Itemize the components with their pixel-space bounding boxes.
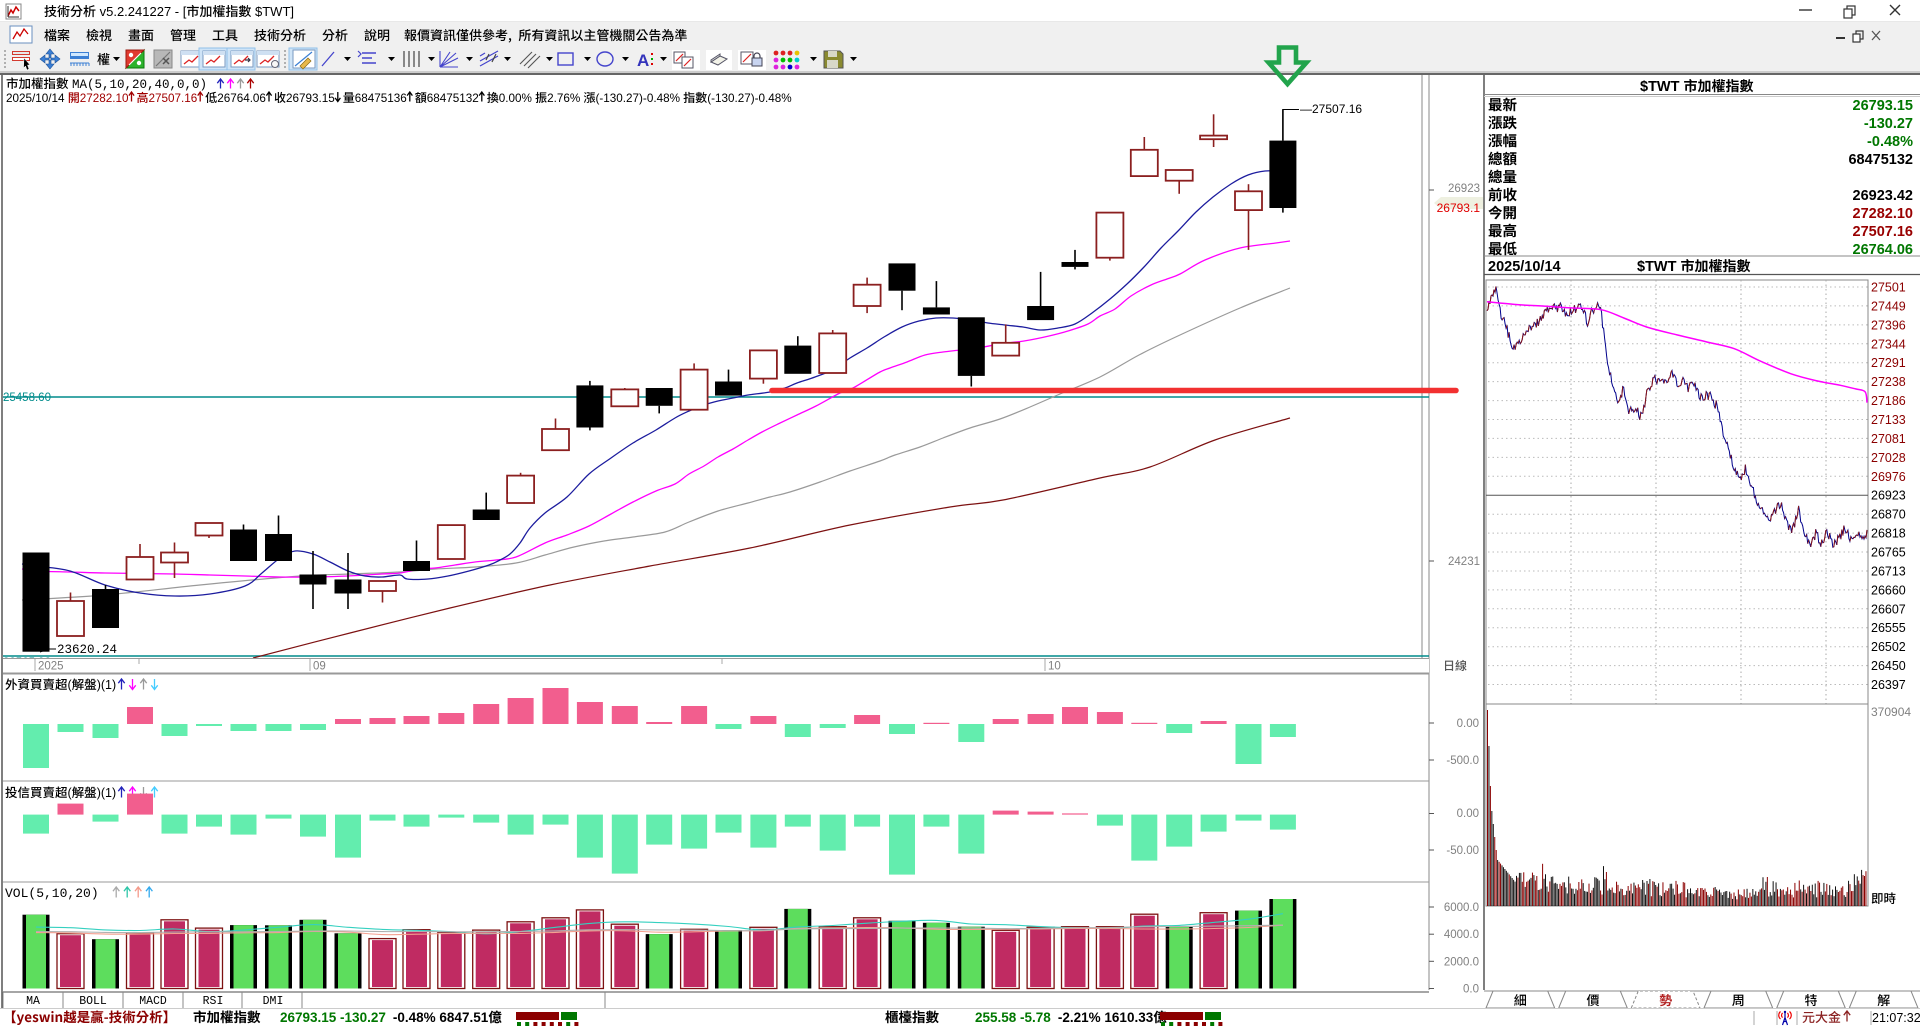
svg-text:27507.16: 27507.16 <box>149 92 198 105</box>
svg-text:27238: 27238 <box>1871 375 1906 389</box>
svg-text:27282.10: 27282.10 <box>80 92 129 105</box>
svg-text:24231: 24231 <box>1448 556 1480 568</box>
svg-text:26502: 26502 <box>1871 640 1906 654</box>
svg-text:26397: 26397 <box>1871 678 1906 692</box>
svg-text:2025: 2025 <box>38 661 64 673</box>
svg-text:BOLL: BOLL <box>79 995 107 1008</box>
svg-text:10: 10 <box>1048 661 1061 673</box>
svg-text:$TWT]: $TWT] <box>251 4 294 19</box>
svg-text:27501: 27501 <box>1871 281 1906 295</box>
svg-text:—27507.16: —27507.16 <box>1300 102 1362 116</box>
svg-text:DMI: DMI <box>263 995 284 1008</box>
svg-text:27282.10: 27282.10 <box>1853 206 1913 222</box>
svg-text:26870: 26870 <box>1871 508 1906 522</box>
svg-text:2.76%: 2.76% <box>547 92 583 105</box>
svg-text:26793.15: 26793.15 <box>286 92 335 105</box>
svg-text:68475132: 68475132 <box>1848 152 1913 168</box>
svg-text:)(1): )(1) <box>97 678 120 692</box>
svg-text:(-130.27)-0.48%: (-130.27)-0.48% <box>707 92 791 105</box>
svg-text:27028: 27028 <box>1871 451 1906 465</box>
svg-text:25458.60: 25458.60 <box>3 392 51 404</box>
svg-text:-0.48% 6847.51: -0.48% 6847.51 <box>393 1010 489 1025</box>
svg-text:26765: 26765 <box>1871 546 1906 560</box>
svg-text:27186: 27186 <box>1871 394 1906 408</box>
svg-text:)(1): )(1) <box>97 786 120 800</box>
svg-text:27507.16: 27507.16 <box>1853 224 1913 240</box>
svg-text:26660: 26660 <box>1871 583 1906 597</box>
svg-text:26923: 26923 <box>1871 489 1906 503</box>
svg-text:26713: 26713 <box>1871 565 1906 579</box>
svg-text:$TWT: $TWT <box>1637 259 1681 275</box>
svg-text:370904: 370904 <box>1871 705 1911 719</box>
svg-text:26764.06: 26764.06 <box>1853 242 1913 258</box>
svg-text:20565.92: 20565.92 <box>3 657 51 669</box>
svg-text:27133: 27133 <box>1871 413 1906 427</box>
svg-text:4000.0: 4000.0 <box>1444 929 1479 941</box>
svg-text:v5.2.241227 - [: v5.2.241227 - [ <box>96 4 187 19</box>
svg-text:27344: 27344 <box>1871 337 1906 351</box>
svg-text:26793.1: 26793.1 <box>1437 201 1481 215</box>
svg-text:2025/10/14: 2025/10/14 <box>6 92 68 105</box>
svg-text:MACD: MACD <box>139 995 167 1008</box>
svg-text:255.58 -5.78: 255.58 -5.78 <box>975 1010 1051 1025</box>
svg-text:6000.0: 6000.0 <box>1444 902 1479 914</box>
svg-text:26450: 26450 <box>1871 659 1906 673</box>
svg-text:MA: MA <box>26 995 40 1008</box>
svg-text:26555: 26555 <box>1871 621 1906 635</box>
svg-text:VOL(5,10,20): VOL(5,10,20) <box>5 886 114 901</box>
svg-text:26793.15 -130.27: 26793.15 -130.27 <box>280 1010 386 1025</box>
svg-text:27449: 27449 <box>1871 299 1906 313</box>
svg-text:26976: 26976 <box>1871 470 1906 484</box>
svg-text:0.00%: 0.00% <box>499 92 535 105</box>
svg-text:26764.06: 26764.06 <box>217 92 266 105</box>
svg-text:26923.42: 26923.42 <box>1853 188 1913 204</box>
svg-text:A: A <box>637 51 649 70</box>
svg-text:RSI: RSI <box>203 995 224 1008</box>
svg-text:-50.00: -50.00 <box>1446 845 1479 857</box>
svg-text:-2.21% 1610.33: -2.21% 1610.33 <box>1058 1010 1154 1025</box>
svg-text:27396: 27396 <box>1871 318 1906 332</box>
svg-text:68475136: 68475136 <box>355 92 407 105</box>
svg-text:21:07:32: 21:07:32 <box>1872 1011 1920 1025</box>
svg-text:26923: 26923 <box>1448 183 1480 195</box>
svg-text:(: ( <box>68 786 73 800</box>
svg-text:68475132: 68475132 <box>427 92 479 105</box>
svg-text:MA(5,10,20,40,0,0): MA(5,10,20,40,0,0) <box>72 78 215 92</box>
svg-text:0.00: 0.00 <box>1457 718 1479 730</box>
svg-text:(: ( <box>68 678 73 692</box>
svg-text:2025/10/14: 2025/10/14 <box>1488 259 1561 275</box>
svg-text:26793.15: 26793.15 <box>1853 98 1913 114</box>
svg-text:-500.0: -500.0 <box>1446 755 1479 767</box>
svg-text:0.00: 0.00 <box>1457 808 1479 820</box>
svg-text:0.0: 0.0 <box>1463 984 1479 996</box>
svg-text:23620.24: 23620.24 <box>57 643 117 657</box>
svg-text:27291: 27291 <box>1871 356 1906 370</box>
svg-text:26818: 26818 <box>1871 527 1906 541</box>
svg-text:09: 09 <box>313 661 326 673</box>
svg-text:-130.27: -130.27 <box>1864 116 1913 132</box>
svg-text:$TWT: $TWT <box>1640 79 1684 95</box>
svg-text:26607: 26607 <box>1871 602 1906 616</box>
svg-text:(-130.27)-0.48%: (-130.27)-0.48% <box>596 92 684 105</box>
svg-text:-0.48%: -0.48% <box>1867 134 1913 150</box>
svg-text:2000.0: 2000.0 <box>1444 956 1479 968</box>
svg-text:27081: 27081 <box>1871 432 1906 446</box>
